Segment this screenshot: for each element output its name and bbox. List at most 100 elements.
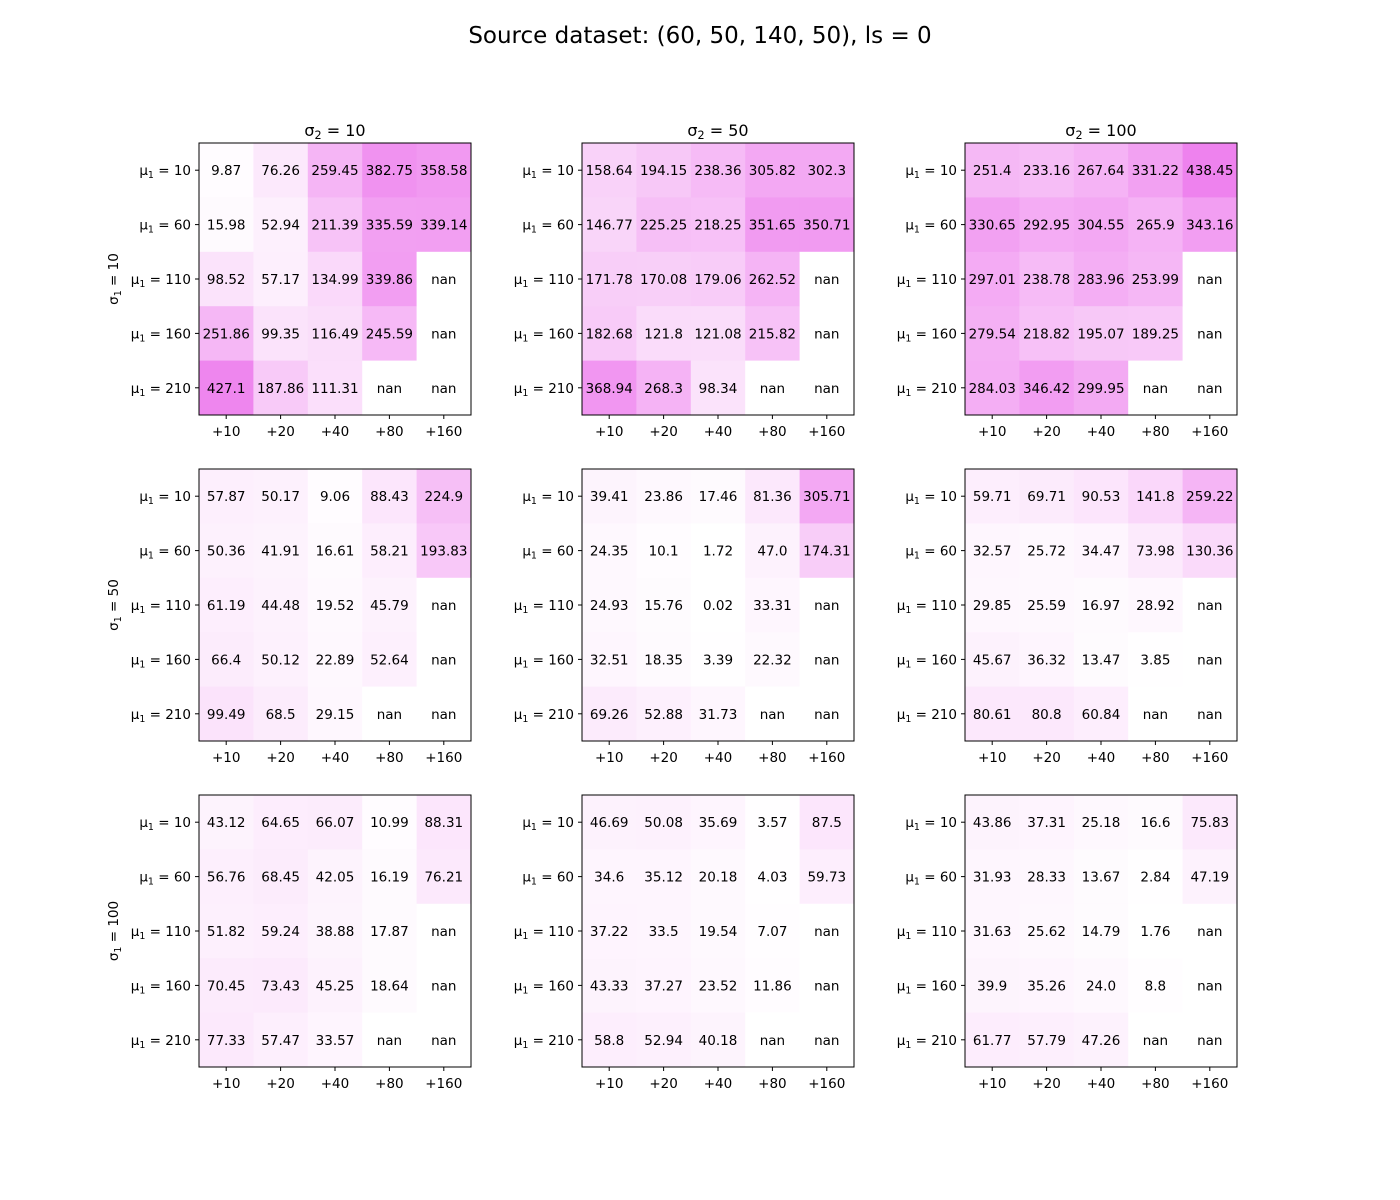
x-tick-label: +20 xyxy=(649,424,678,440)
heatmap-panel: 39.41 23.86 17.46 81.36 305.71 24.35 10.1 1.72 4… xyxy=(514,468,855,766)
heatmap-cell xyxy=(307,577,363,633)
cell-value: 33.57 xyxy=(316,1033,355,1049)
cell-value: 59.71 xyxy=(973,489,1012,505)
heatmap-cell xyxy=(965,849,1020,905)
cell-value: 268.3 xyxy=(644,381,683,397)
y-tick-label: μ1 = 210 xyxy=(897,1033,957,1051)
cell-value: nan xyxy=(1143,381,1168,397)
heatmap-cell xyxy=(307,197,363,253)
cell-value: 80.61 xyxy=(973,707,1012,723)
heatmap-cell xyxy=(799,197,855,253)
cell-value: 88.31 xyxy=(424,815,463,831)
x-tick-label: +160 xyxy=(425,1076,462,1092)
heatmap-cell xyxy=(199,849,254,905)
heatmap-cell xyxy=(636,958,692,1013)
cell-value: 57.87 xyxy=(207,489,246,505)
cell-value: 302.3 xyxy=(807,163,846,179)
y-tick-label: μ1 = 60 xyxy=(905,218,957,236)
heatmap-cell xyxy=(253,251,309,307)
heatmap-cell xyxy=(253,903,309,959)
cell-value: 297.01 xyxy=(969,272,1016,288)
cell-value: 194.15 xyxy=(640,163,687,179)
heatmap-cell xyxy=(1073,686,1129,742)
heatmap-cell xyxy=(307,903,363,959)
heatmap-cell xyxy=(253,143,309,198)
x-tick-label: +40 xyxy=(1087,1076,1116,1092)
cell-value: nan xyxy=(431,272,456,288)
cell-value: 279.54 xyxy=(969,326,1016,342)
y-tick-label: μ1 = 10 xyxy=(139,489,191,507)
cell-value: nan xyxy=(1197,978,1222,994)
heatmap-cell xyxy=(416,632,472,687)
cell-value: 61.19 xyxy=(207,598,246,614)
cell-value: 9.06 xyxy=(320,489,350,505)
heatmap-cell xyxy=(690,197,746,253)
heatmap-cell xyxy=(1128,251,1183,307)
cell-value: 22.89 xyxy=(316,652,355,668)
heatmap-cell xyxy=(690,469,746,524)
cell-value: nan xyxy=(814,598,839,614)
y-tick-label: μ1 = 10 xyxy=(139,163,191,181)
heatmap-cell xyxy=(745,795,800,850)
cell-value: 182.68 xyxy=(586,326,633,342)
heatmap-cell xyxy=(1182,795,1238,850)
row-title: σ1 = 100 xyxy=(106,901,124,961)
cell-value: 238.36 xyxy=(694,163,741,179)
cell-value: 121.08 xyxy=(694,326,741,342)
cell-value: 31.93 xyxy=(973,870,1012,886)
cell-value: 189.25 xyxy=(1132,326,1179,342)
heatmap-cell xyxy=(362,523,417,579)
cell-value: 305.82 xyxy=(749,163,796,179)
heatmap-cell xyxy=(1073,143,1129,198)
heatmap-cell xyxy=(636,251,692,307)
heatmap-cell xyxy=(1128,903,1183,959)
heatmap-cell xyxy=(582,143,637,198)
heatmap-cell xyxy=(1182,306,1238,361)
heatmap-cell xyxy=(636,360,692,416)
heatmap-cell xyxy=(636,686,692,742)
heatmap-cell xyxy=(1073,577,1129,633)
heatmap-cell xyxy=(690,143,746,198)
heatmap-cell xyxy=(362,686,417,742)
heatmap-cell xyxy=(199,469,254,524)
y-tick-label: μ1 = 110 xyxy=(514,598,574,616)
heatmap-cell xyxy=(799,306,855,361)
x-tick-label: +10 xyxy=(978,1076,1007,1092)
cell-value: 24.0 xyxy=(1086,978,1116,994)
heatmap-cell xyxy=(690,251,746,307)
x-tick-label: +160 xyxy=(1191,1076,1228,1092)
y-tick-label: μ1 = 60 xyxy=(139,544,191,562)
cell-value: 25.59 xyxy=(1027,598,1066,614)
heatmap-cell xyxy=(362,1012,417,1068)
cell-value: nan xyxy=(1197,598,1222,614)
cell-value: 15.98 xyxy=(207,218,246,234)
cell-value: 51.82 xyxy=(207,924,246,940)
y-tick-label: μ1 = 210 xyxy=(514,1033,574,1051)
cell-value: nan xyxy=(814,1033,839,1049)
heatmap-cell xyxy=(307,849,363,905)
cell-value: 427.1 xyxy=(207,381,246,397)
y-tick-label: μ1 = 10 xyxy=(905,163,957,181)
heatmap-cell xyxy=(582,903,637,959)
cell-value: 25.72 xyxy=(1027,544,1066,560)
heatmap-cell xyxy=(965,197,1020,253)
cell-value: 3.57 xyxy=(757,815,787,831)
heatmap-cell xyxy=(416,1012,472,1068)
cell-value: 80.8 xyxy=(1032,707,1062,723)
heatmap-cell xyxy=(307,1012,363,1068)
heatmap-cell xyxy=(253,577,309,633)
cell-value: 9.87 xyxy=(211,163,241,179)
cell-value: 305.71 xyxy=(803,489,850,505)
heatmap-cell xyxy=(1182,632,1238,687)
heatmap-cell xyxy=(1073,360,1129,416)
x-tick-label: +80 xyxy=(1141,750,1170,766)
heatmap-cell xyxy=(1073,958,1129,1013)
cell-value: 28.33 xyxy=(1027,870,1066,886)
cell-value: 171.78 xyxy=(586,272,633,288)
cell-value: 0.02 xyxy=(703,598,733,614)
heatmap-cell xyxy=(799,632,855,687)
cell-value: 37.31 xyxy=(1027,815,1066,831)
heatmap-cell xyxy=(799,686,855,742)
cell-value: 28.92 xyxy=(1136,598,1175,614)
cell-value: 57.79 xyxy=(1027,1033,1066,1049)
